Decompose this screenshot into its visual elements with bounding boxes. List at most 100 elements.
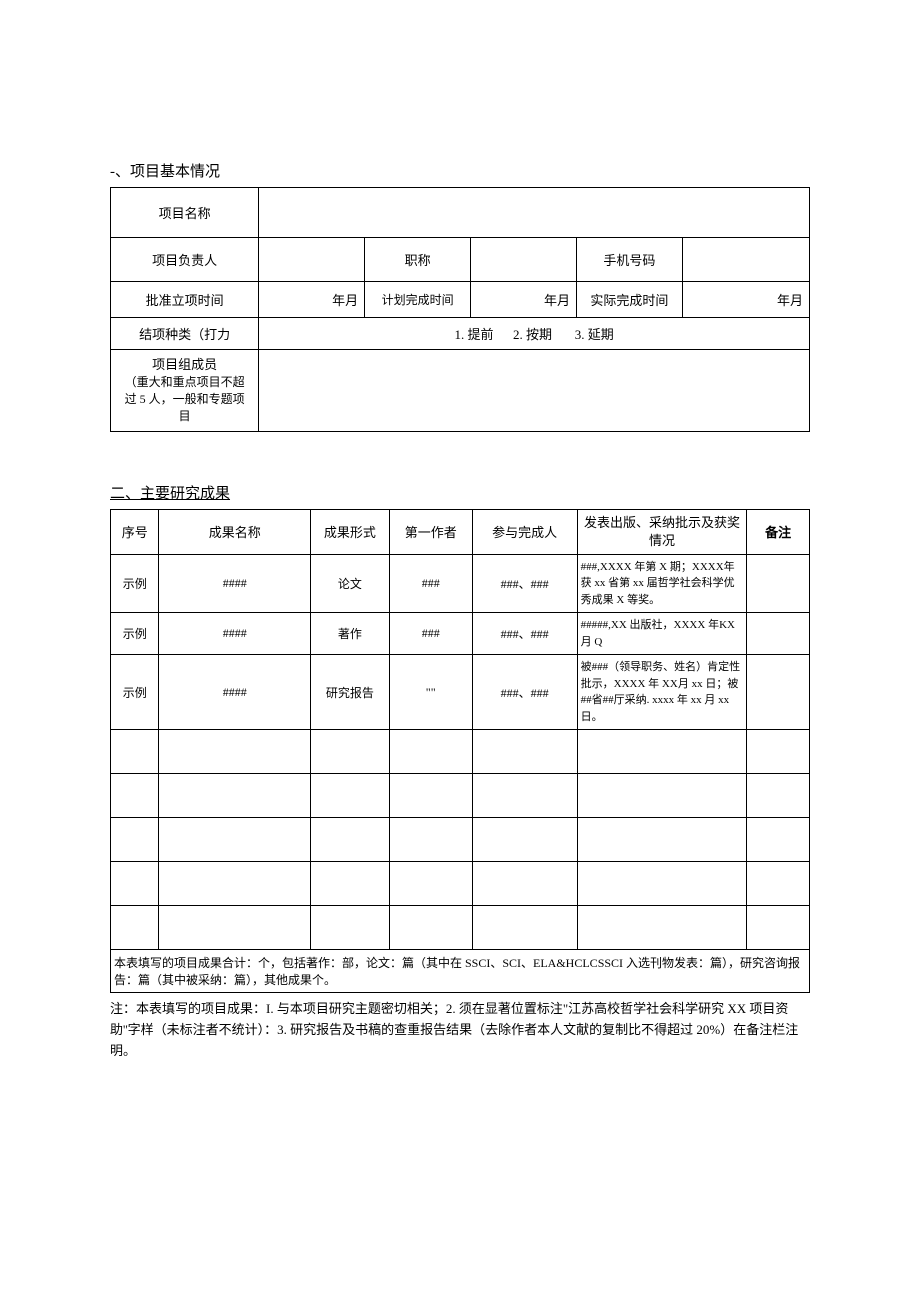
planned-time-label: 计划完成时间 xyxy=(365,282,471,318)
cell-seq: 示例 xyxy=(111,655,159,730)
row-leader: 项目负责人 职称 手机号码 xyxy=(111,238,810,282)
header-seq: 序号 xyxy=(111,509,159,554)
leader-value[interactable] xyxy=(259,238,365,282)
cell[interactable] xyxy=(311,730,390,774)
table-row: 示例 #### 研究报告 "" ###、### 被###（领导职务、姓名）肯定性… xyxy=(111,655,810,730)
cell-publication: #####,XX 出版社，XXXX 年KX 月 Q xyxy=(577,613,747,655)
header-name: 成果名称 xyxy=(159,509,311,554)
cell-form: 研究报告 xyxy=(311,655,390,730)
cell[interactable] xyxy=(389,818,472,862)
cell[interactable] xyxy=(747,818,810,862)
cell-remarks[interactable] xyxy=(747,613,810,655)
approved-time-value[interactable]: 年月 xyxy=(259,282,365,318)
cell-participants: ###、### xyxy=(472,655,577,730)
cell[interactable] xyxy=(389,862,472,906)
cell[interactable] xyxy=(577,818,747,862)
cell[interactable] xyxy=(389,774,472,818)
cell-publication: ###,XXXX 年第 X 期；XXXX年获 xx 省第 xx 届哲学社会科学优… xyxy=(577,554,747,613)
leader-label: 项目负责人 xyxy=(111,238,259,282)
results-header-row: 序号 成果名称 成果形式 第一作者 参与完成人 发表出版、采纳批示及获奖情况 备… xyxy=(111,509,810,554)
table-row xyxy=(111,818,810,862)
cell[interactable] xyxy=(389,906,472,950)
cell[interactable] xyxy=(747,906,810,950)
table-row xyxy=(111,730,810,774)
cell[interactable] xyxy=(311,862,390,906)
cell[interactable] xyxy=(159,818,311,862)
cell[interactable] xyxy=(111,906,159,950)
cell[interactable] xyxy=(159,906,311,950)
section1-title: -、项目基本情况 xyxy=(110,160,810,181)
summary-row: 本表填写的项目成果合计：个，包括著作：部，论文：篇（其中在 SSCI、SCI、E… xyxy=(111,950,810,993)
completion-type-label: 结项种类（打力 xyxy=(111,318,259,350)
cell-form: 论文 xyxy=(311,554,390,613)
cell[interactable] xyxy=(311,906,390,950)
cell[interactable] xyxy=(577,862,747,906)
row-times: 批准立项时间 年月 计划完成时间 年月 实际完成时间 年月 xyxy=(111,282,810,318)
cell[interactable] xyxy=(472,774,577,818)
cell[interactable] xyxy=(472,730,577,774)
cell-first-author: "" xyxy=(389,655,472,730)
row-project-name: 项目名称 xyxy=(111,188,810,238)
row-completion-type: 结项种类（打力 1. 提前 2. 按期 3. 延期 xyxy=(111,318,810,350)
cell[interactable] xyxy=(311,774,390,818)
notes-text: 注：本表填写的项目成果：I. 与本项目研究主题密切相关；2. 须在显著位置标注"… xyxy=(110,999,810,1061)
cell[interactable] xyxy=(111,730,159,774)
members-label-line3: 过 5 人，一般和专题项 xyxy=(115,391,254,408)
cell[interactable] xyxy=(577,906,747,950)
actual-time-value[interactable]: 年月 xyxy=(682,282,809,318)
cell[interactable] xyxy=(159,730,311,774)
members-label-line4: 目 xyxy=(115,408,254,425)
cell-form: 著作 xyxy=(311,613,390,655)
cell[interactable] xyxy=(389,730,472,774)
header-publication: 发表出版、采纳批示及获奖情况 xyxy=(577,509,747,554)
summary-text: 本表填写的项目成果合计：个，包括著作：部，论文：篇（其中在 SSCI、SCI、E… xyxy=(111,950,810,993)
members-label-line2: （重大和重点项目不超 xyxy=(115,374,254,391)
cell[interactable] xyxy=(577,774,747,818)
project-name-value[interactable] xyxy=(259,188,810,238)
cell[interactable] xyxy=(472,818,577,862)
completion-type-options[interactable]: 1. 提前 2. 按期 3. 延期 xyxy=(259,318,810,350)
section2-title: 二、主要研究成果 xyxy=(110,482,810,503)
cell-name: #### xyxy=(159,613,311,655)
actual-time-label: 实际完成时间 xyxy=(576,282,682,318)
table-row xyxy=(111,774,810,818)
table-row xyxy=(111,862,810,906)
approved-time-label: 批准立项时间 xyxy=(111,282,259,318)
cell-publication: 被###（领导职务、姓名）肯定性批示，XXXX 年 XX月 xx 日；被##省#… xyxy=(577,655,747,730)
cell[interactable] xyxy=(747,862,810,906)
cell-remarks[interactable] xyxy=(747,554,810,613)
project-info-table: 项目名称 项目负责人 职称 手机号码 批准立项时间 年月 计划完成时间 年月 实… xyxy=(110,187,810,432)
cell-first-author: ### xyxy=(389,613,472,655)
cell[interactable] xyxy=(747,774,810,818)
members-value[interactable] xyxy=(259,350,810,432)
cell-seq: 示例 xyxy=(111,554,159,613)
cell-remarks[interactable] xyxy=(747,655,810,730)
title-label: 职称 xyxy=(365,238,471,282)
header-form: 成果形式 xyxy=(311,509,390,554)
header-first-author: 第一作者 xyxy=(389,509,472,554)
planned-time-value[interactable]: 年月 xyxy=(471,282,577,318)
cell[interactable] xyxy=(159,862,311,906)
cell[interactable] xyxy=(472,862,577,906)
phone-label: 手机号码 xyxy=(576,238,682,282)
cell[interactable] xyxy=(159,774,311,818)
cell-first-author: ### xyxy=(389,554,472,613)
row-members: 项目组成员 （重大和重点项目不超 过 5 人，一般和专题项 目 xyxy=(111,350,810,432)
cell-seq: 示例 xyxy=(111,613,159,655)
cell[interactable] xyxy=(111,862,159,906)
phone-value[interactable] xyxy=(682,238,809,282)
table-row: 示例 #### 论文 ### ###、### ###,XXXX 年第 X 期；X… xyxy=(111,554,810,613)
cell-name: #### xyxy=(159,554,311,613)
project-name-label: 项目名称 xyxy=(111,188,259,238)
cell[interactable] xyxy=(747,730,810,774)
cell[interactable] xyxy=(472,906,577,950)
cell[interactable] xyxy=(311,818,390,862)
table-row xyxy=(111,906,810,950)
cell[interactable] xyxy=(111,818,159,862)
header-participants: 参与完成人 xyxy=(472,509,577,554)
title-value[interactable] xyxy=(471,238,577,282)
cell-participants: ###、### xyxy=(472,613,577,655)
cell[interactable] xyxy=(111,774,159,818)
cell[interactable] xyxy=(577,730,747,774)
header-remarks: 备注 xyxy=(747,509,810,554)
